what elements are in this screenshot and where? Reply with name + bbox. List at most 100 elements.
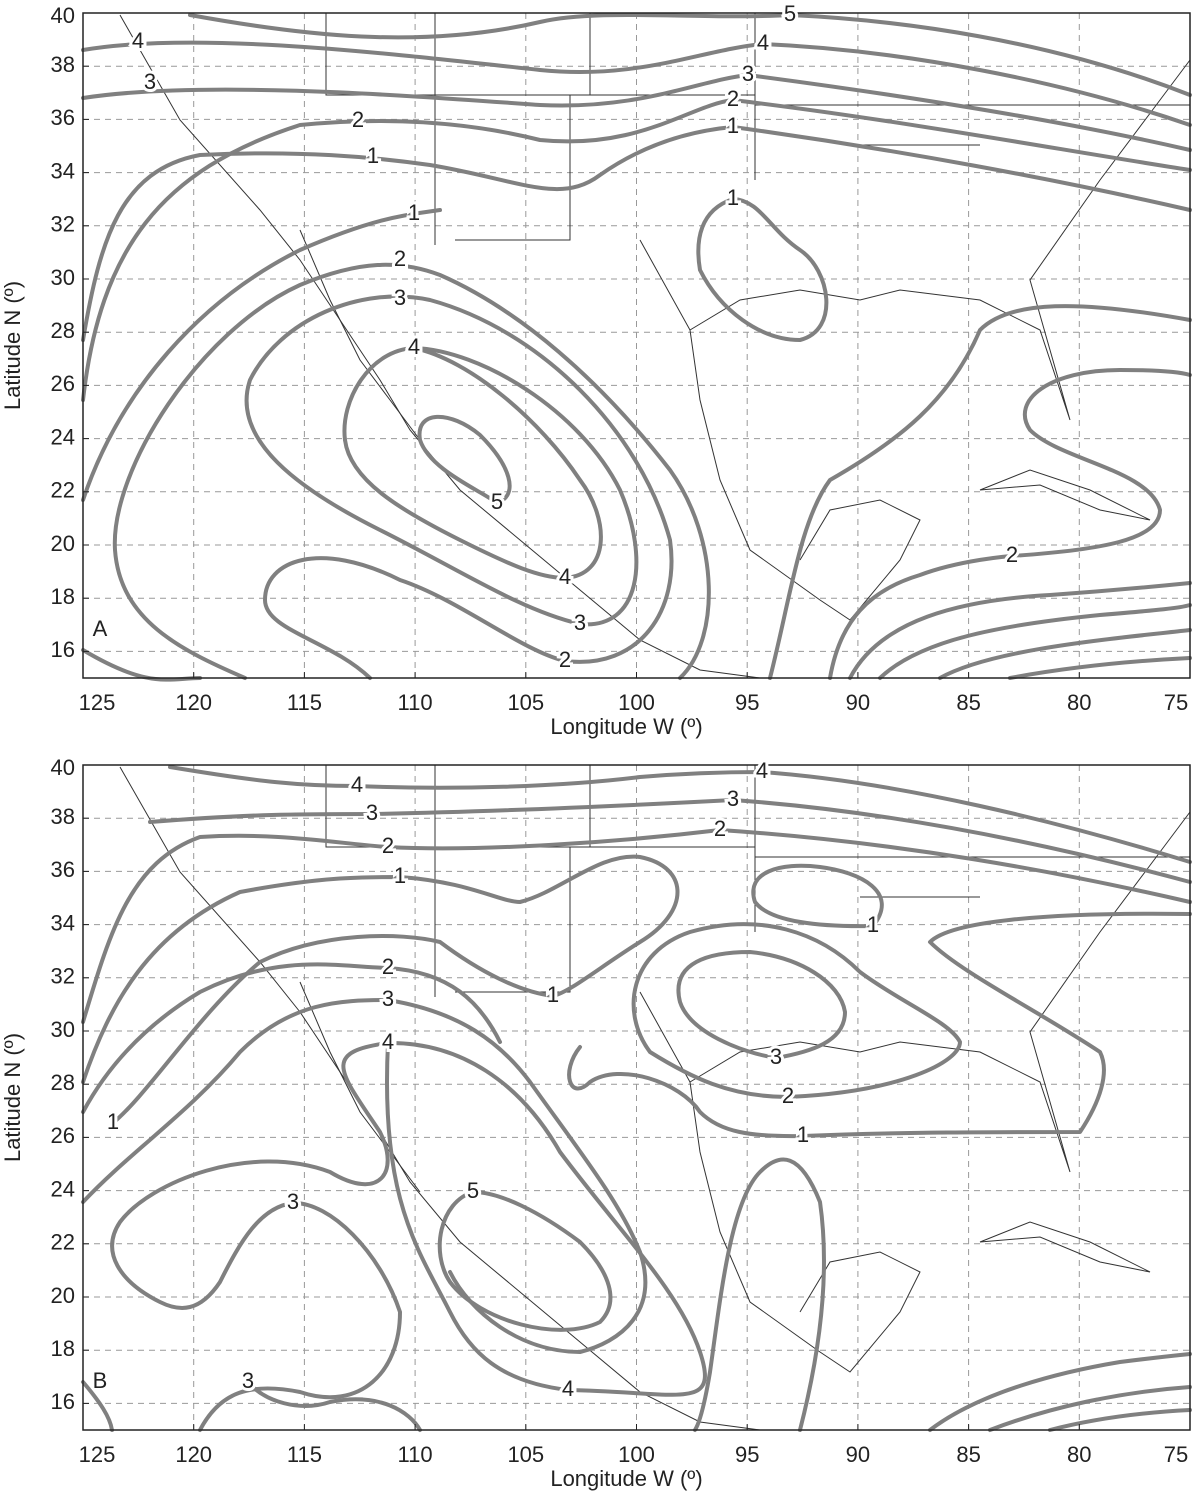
contour-label: 5 <box>491 489 503 514</box>
contour-label: 2 <box>382 833 394 858</box>
y-tick-label: 18 <box>51 1336 75 1361</box>
contour-label: 3 <box>394 285 406 310</box>
y-tick-label: 38 <box>51 52 75 77</box>
y-tick-label: 18 <box>51 584 75 609</box>
contour-label: 1 <box>107 1109 119 1134</box>
x-tick-label: 90 <box>846 1442 870 1467</box>
contour-label: 3 <box>382 986 394 1011</box>
contour-label: 3 <box>242 1368 254 1393</box>
x-tick-label: 110 <box>398 1442 433 1467</box>
contour-label: 4 <box>559 564 571 589</box>
y-tick-label: 40 <box>51 3 75 28</box>
contour-label: 1 <box>727 185 739 210</box>
x-tick-label: 95 <box>735 1442 759 1467</box>
contour-label: 4 <box>382 1029 394 1054</box>
contour-label: 3 <box>770 1044 782 1069</box>
y-tick-label: 34 <box>51 158 75 183</box>
contour-label: 2 <box>782 1083 794 1108</box>
y-tick-label: 16 <box>51 637 75 662</box>
x-tick-label: 105 <box>507 1442 544 1467</box>
y-tick-label: 20 <box>51 531 75 556</box>
contour-lines <box>81 765 1192 1432</box>
x-tick-label: 120 <box>175 690 212 715</box>
contour-label: 3 <box>727 786 739 811</box>
contour-label: 5 <box>467 1178 479 1203</box>
coastlines <box>119 13 1191 679</box>
x-tick-label: 95 <box>735 690 759 715</box>
contour-label: 1 <box>727 113 739 138</box>
contour-label: 2 <box>559 647 571 672</box>
x-tick-label: 110 <box>398 690 433 715</box>
x-tick-label: 125 <box>79 690 116 715</box>
y-tick-label: 16 <box>51 1389 75 1414</box>
contour-label: 1 <box>867 912 879 937</box>
y-axis-label: Latitude N (º) <box>0 281 25 410</box>
x-tick-label: 80 <box>1067 690 1091 715</box>
y-tick-label: 26 <box>51 371 75 396</box>
contour-label: 1 <box>394 863 406 888</box>
x-tick-label: 115 <box>287 1442 322 1467</box>
y-tick-label: 20 <box>51 1283 75 1308</box>
plot-frame <box>82 764 1191 1431</box>
contour-label: 3 <box>144 69 156 94</box>
contour-label: 3 <box>742 61 754 86</box>
x-tick-label: 105 <box>507 690 544 715</box>
map-panel: 125 120 115 110 105 100 95 90 85 80 75161820222426… <box>0 0 1192 739</box>
x-tick-label: 80 <box>1067 1442 1091 1467</box>
contour-label: 2 <box>394 246 406 271</box>
contour-label: 4 <box>757 30 769 55</box>
y-tick-label: 24 <box>51 1176 75 1201</box>
contour-label: 5 <box>784 1 796 26</box>
x-tick-label: 75 <box>1164 690 1188 715</box>
panel-label: A <box>93 616 108 641</box>
y-tick-label: 26 <box>51 1123 75 1148</box>
y-tick-label: 36 <box>51 105 75 130</box>
x-tick-label: 120 <box>175 1442 212 1467</box>
contour-label: 4 <box>351 772 363 797</box>
contour-label: 3 <box>366 800 378 825</box>
x-tick-label: 100 <box>618 690 655 715</box>
y-tick-label: 22 <box>51 1230 75 1255</box>
contour-lines <box>81 12 1192 682</box>
y-tick-label: 40 <box>51 755 75 780</box>
contour-label: 3 <box>574 610 586 635</box>
contour-label: 4 <box>562 1376 574 1401</box>
y-tick-label: 38 <box>51 804 75 829</box>
y-tick-label: 30 <box>51 1017 75 1042</box>
contour-label: 2 <box>1006 542 1018 567</box>
contour-label: 2 <box>352 107 364 132</box>
contour-label: 4 <box>756 758 768 783</box>
y-tick-label: 22 <box>51 478 75 503</box>
x-tick-label: 85 <box>956 1442 980 1467</box>
y-tick-label: 28 <box>51 1070 75 1095</box>
contour-label: 1 <box>547 982 559 1007</box>
contour-label: 3 <box>287 1189 299 1214</box>
y-tick-label: 32 <box>51 964 75 989</box>
x-tick-label: 125 <box>79 1442 116 1467</box>
plot-frame <box>82 12 1191 679</box>
coastlines <box>119 765 1191 1431</box>
panel-label: B <box>93 1368 108 1393</box>
x-tick-label: 75 <box>1164 1442 1188 1467</box>
x-tick-label: 100 <box>618 1442 655 1467</box>
contour-label: 4 <box>132 28 144 53</box>
y-tick-label: 32 <box>51 212 75 237</box>
contour-label: 1 <box>797 1122 809 1147</box>
grid <box>82 764 1191 1430</box>
x-axis-label: Longitude W (º) <box>550 1466 702 1491</box>
contour-label: 2 <box>727 86 739 111</box>
y-tick-label: 24 <box>51 424 75 449</box>
y-axis-label: Latitude N (º) <box>0 1033 25 1162</box>
x-tick-label: 115 <box>287 690 322 715</box>
x-tick-label: 90 <box>846 690 870 715</box>
y-tick-label: 28 <box>51 318 75 343</box>
map-panel: 125 120 115 110 105 100 95 90 85 80 75161820222426… <box>0 755 1192 1491</box>
x-axis-label: Longitude W (º) <box>550 714 702 739</box>
contour-label: 1 <box>408 200 420 225</box>
contour-label: 2 <box>714 816 726 841</box>
y-tick-label: 36 <box>51 857 75 882</box>
contour-label: 1 <box>367 143 379 168</box>
x-tick-label: 85 <box>956 690 980 715</box>
contour-label: 2 <box>382 954 394 979</box>
